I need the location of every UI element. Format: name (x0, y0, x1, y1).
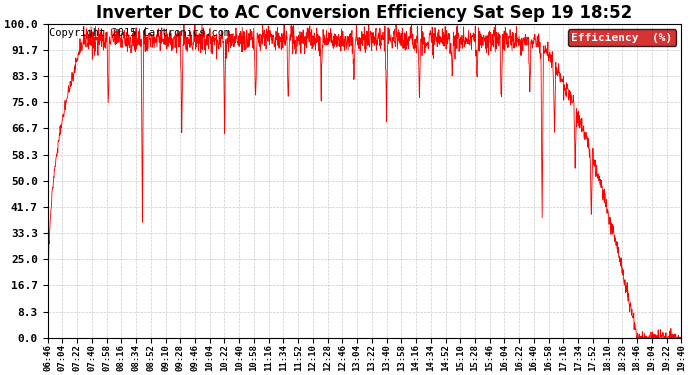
Text: Copyright 2015 Cartronics.com: Copyright 2015 Cartronics.com (49, 28, 230, 38)
Legend: Efficiency  (%): Efficiency (%) (568, 29, 676, 46)
Title: Inverter DC to AC Conversion Efficiency Sat Sep 19 18:52: Inverter DC to AC Conversion Efficiency … (97, 4, 633, 22)
